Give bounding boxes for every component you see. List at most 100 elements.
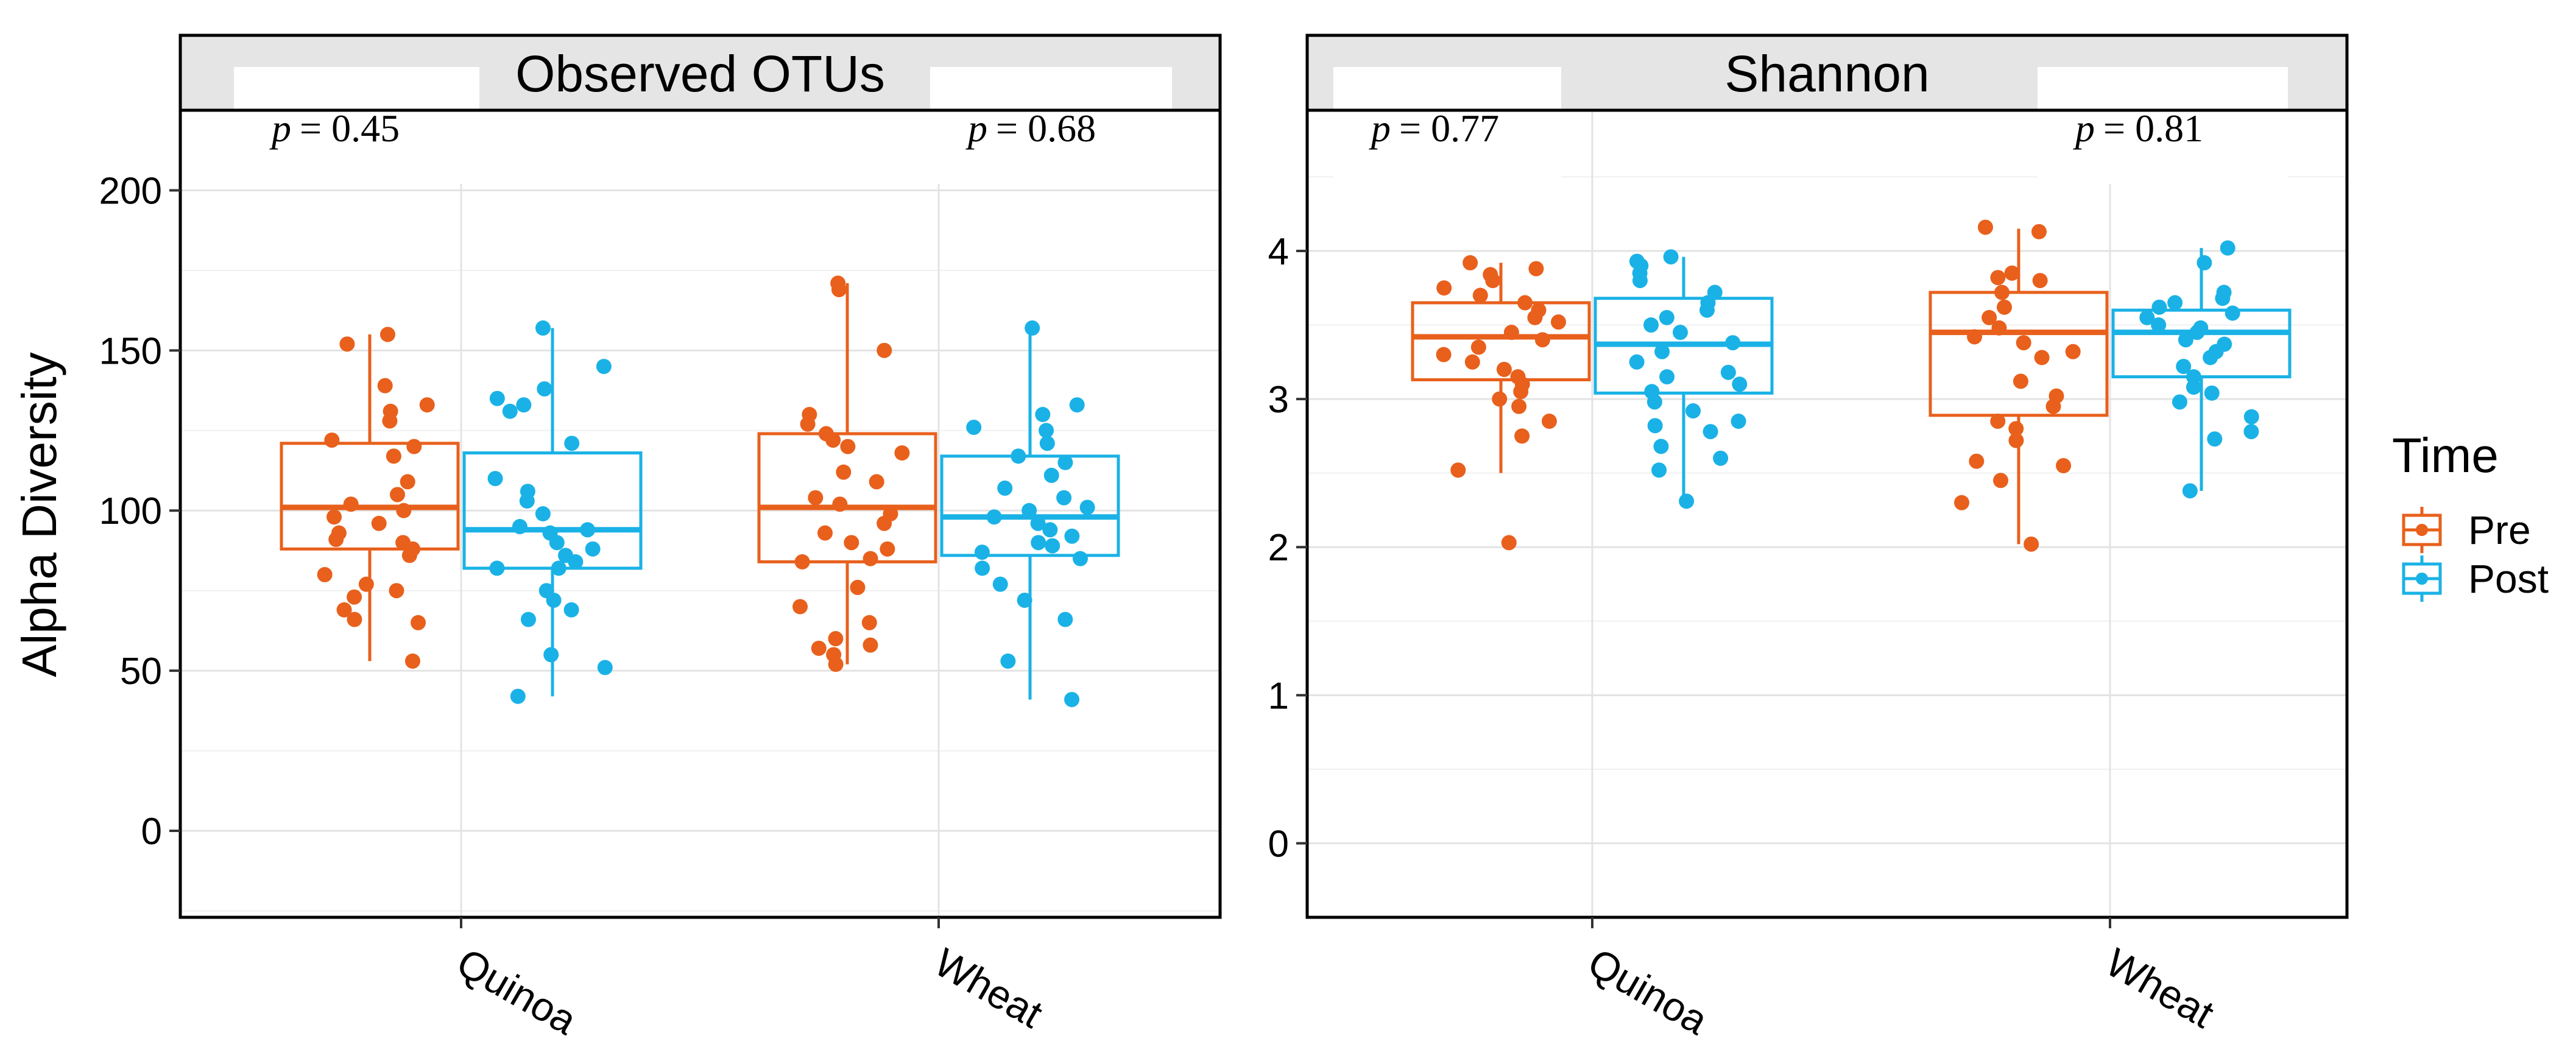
data-point (1699, 302, 1715, 318)
data-point (1990, 414, 2006, 429)
data-point (1991, 320, 2007, 336)
data-point (850, 579, 866, 595)
data-point (828, 631, 844, 647)
data-point (840, 439, 856, 454)
data-point (1511, 398, 1527, 414)
data-point (1042, 522, 1058, 538)
data-point (2004, 265, 2020, 281)
data-point (317, 566, 333, 582)
data-point (1527, 309, 1543, 325)
data-point (1072, 551, 1088, 566)
data-point (863, 551, 878, 566)
data-point (343, 496, 359, 512)
pvalue-label-box (234, 67, 479, 184)
data-point (2167, 295, 2183, 311)
iqr-box (1411, 301, 1591, 381)
data-point (1663, 249, 1679, 265)
data-point (2013, 373, 2028, 389)
data-point (1022, 503, 1037, 518)
data-point (2225, 305, 2240, 321)
data-point (563, 602, 579, 618)
data-point (2045, 398, 2061, 414)
data-point (1651, 462, 1667, 478)
data-point (1079, 499, 1095, 515)
data-point (2204, 385, 2220, 401)
data-point (1703, 424, 1718, 440)
data-point (861, 615, 877, 630)
data-point (1011, 448, 1026, 464)
data-point (2024, 536, 2039, 552)
iqr-box (757, 432, 937, 563)
data-point (1056, 490, 1072, 506)
legend-label: Pre (2468, 507, 2531, 552)
data-point (1513, 384, 1529, 400)
data-point (1977, 219, 1993, 235)
x-category-label: Wheat (2098, 939, 2221, 1036)
data-point (1632, 273, 1648, 289)
data-point (800, 416, 816, 432)
y-tick-label: 3 (1268, 379, 1289, 421)
data-point (992, 576, 1008, 592)
data-point (2189, 325, 2205, 340)
y-tick-label: 200 (99, 170, 162, 212)
box-pre-wheat (1928, 219, 2109, 552)
panel-1: p = 0.45 p = 0.68 Observed OTUs 0 50 100 150 200 Q… (99, 34, 1222, 1043)
data-point (519, 493, 535, 509)
data-point (404, 653, 420, 669)
box-pre-quinoa (1411, 255, 1591, 551)
data-point (1954, 495, 1970, 510)
data-point (1045, 538, 1060, 554)
data-point (389, 487, 405, 503)
plot-background (180, 110, 1220, 917)
data-point (2139, 309, 2155, 325)
data-point (1436, 347, 1452, 362)
x-category-label: Quinoa (450, 939, 585, 1043)
legend-key-point (2416, 524, 2428, 536)
data-point (1981, 309, 1997, 325)
data-point (564, 436, 580, 451)
data-point (396, 503, 412, 518)
data-point (512, 519, 528, 535)
y-tick-label: 2 (1268, 527, 1289, 569)
data-point (1064, 691, 1080, 707)
data-point (975, 560, 990, 576)
box-pre-quinoa (280, 326, 460, 669)
x-category-label: Quinoa (1581, 939, 1716, 1043)
data-point (844, 535, 859, 551)
data-point (2172, 394, 2187, 410)
data-point (1492, 391, 1508, 407)
data-point (1659, 369, 1675, 385)
data-point (2016, 335, 2031, 351)
data-point (2182, 483, 2198, 499)
data-point (419, 397, 435, 413)
data-point (1541, 414, 1557, 429)
data-point (406, 439, 422, 454)
data-point (1485, 273, 1501, 289)
y-tick-label: 100 (99, 490, 162, 532)
data-point (974, 545, 990, 560)
data-point (1057, 454, 1073, 470)
data-point (2207, 431, 2223, 447)
data-point (2031, 224, 2047, 239)
pvalue-label-box (1333, 67, 1561, 184)
data-point (535, 320, 551, 336)
data-point (832, 496, 848, 512)
data-point (966, 420, 982, 436)
box-post-quinoa (1593, 249, 1774, 509)
data-point (377, 378, 393, 393)
data-point (1514, 428, 1530, 444)
data-point (1043, 467, 1059, 483)
iqr-box (2111, 308, 2292, 379)
data-point (2034, 350, 2050, 365)
data-point (877, 515, 892, 531)
data-point (2186, 379, 2201, 395)
data-point (1967, 329, 1983, 345)
data-point (792, 599, 808, 615)
data-point (1039, 423, 1054, 439)
data-point (1534, 332, 1550, 348)
y-tick-label: 4 (1268, 231, 1289, 273)
data-point (997, 480, 1013, 496)
data-point (1731, 414, 1746, 429)
box-post-quinoa (462, 320, 643, 704)
data-point (1035, 407, 1051, 423)
